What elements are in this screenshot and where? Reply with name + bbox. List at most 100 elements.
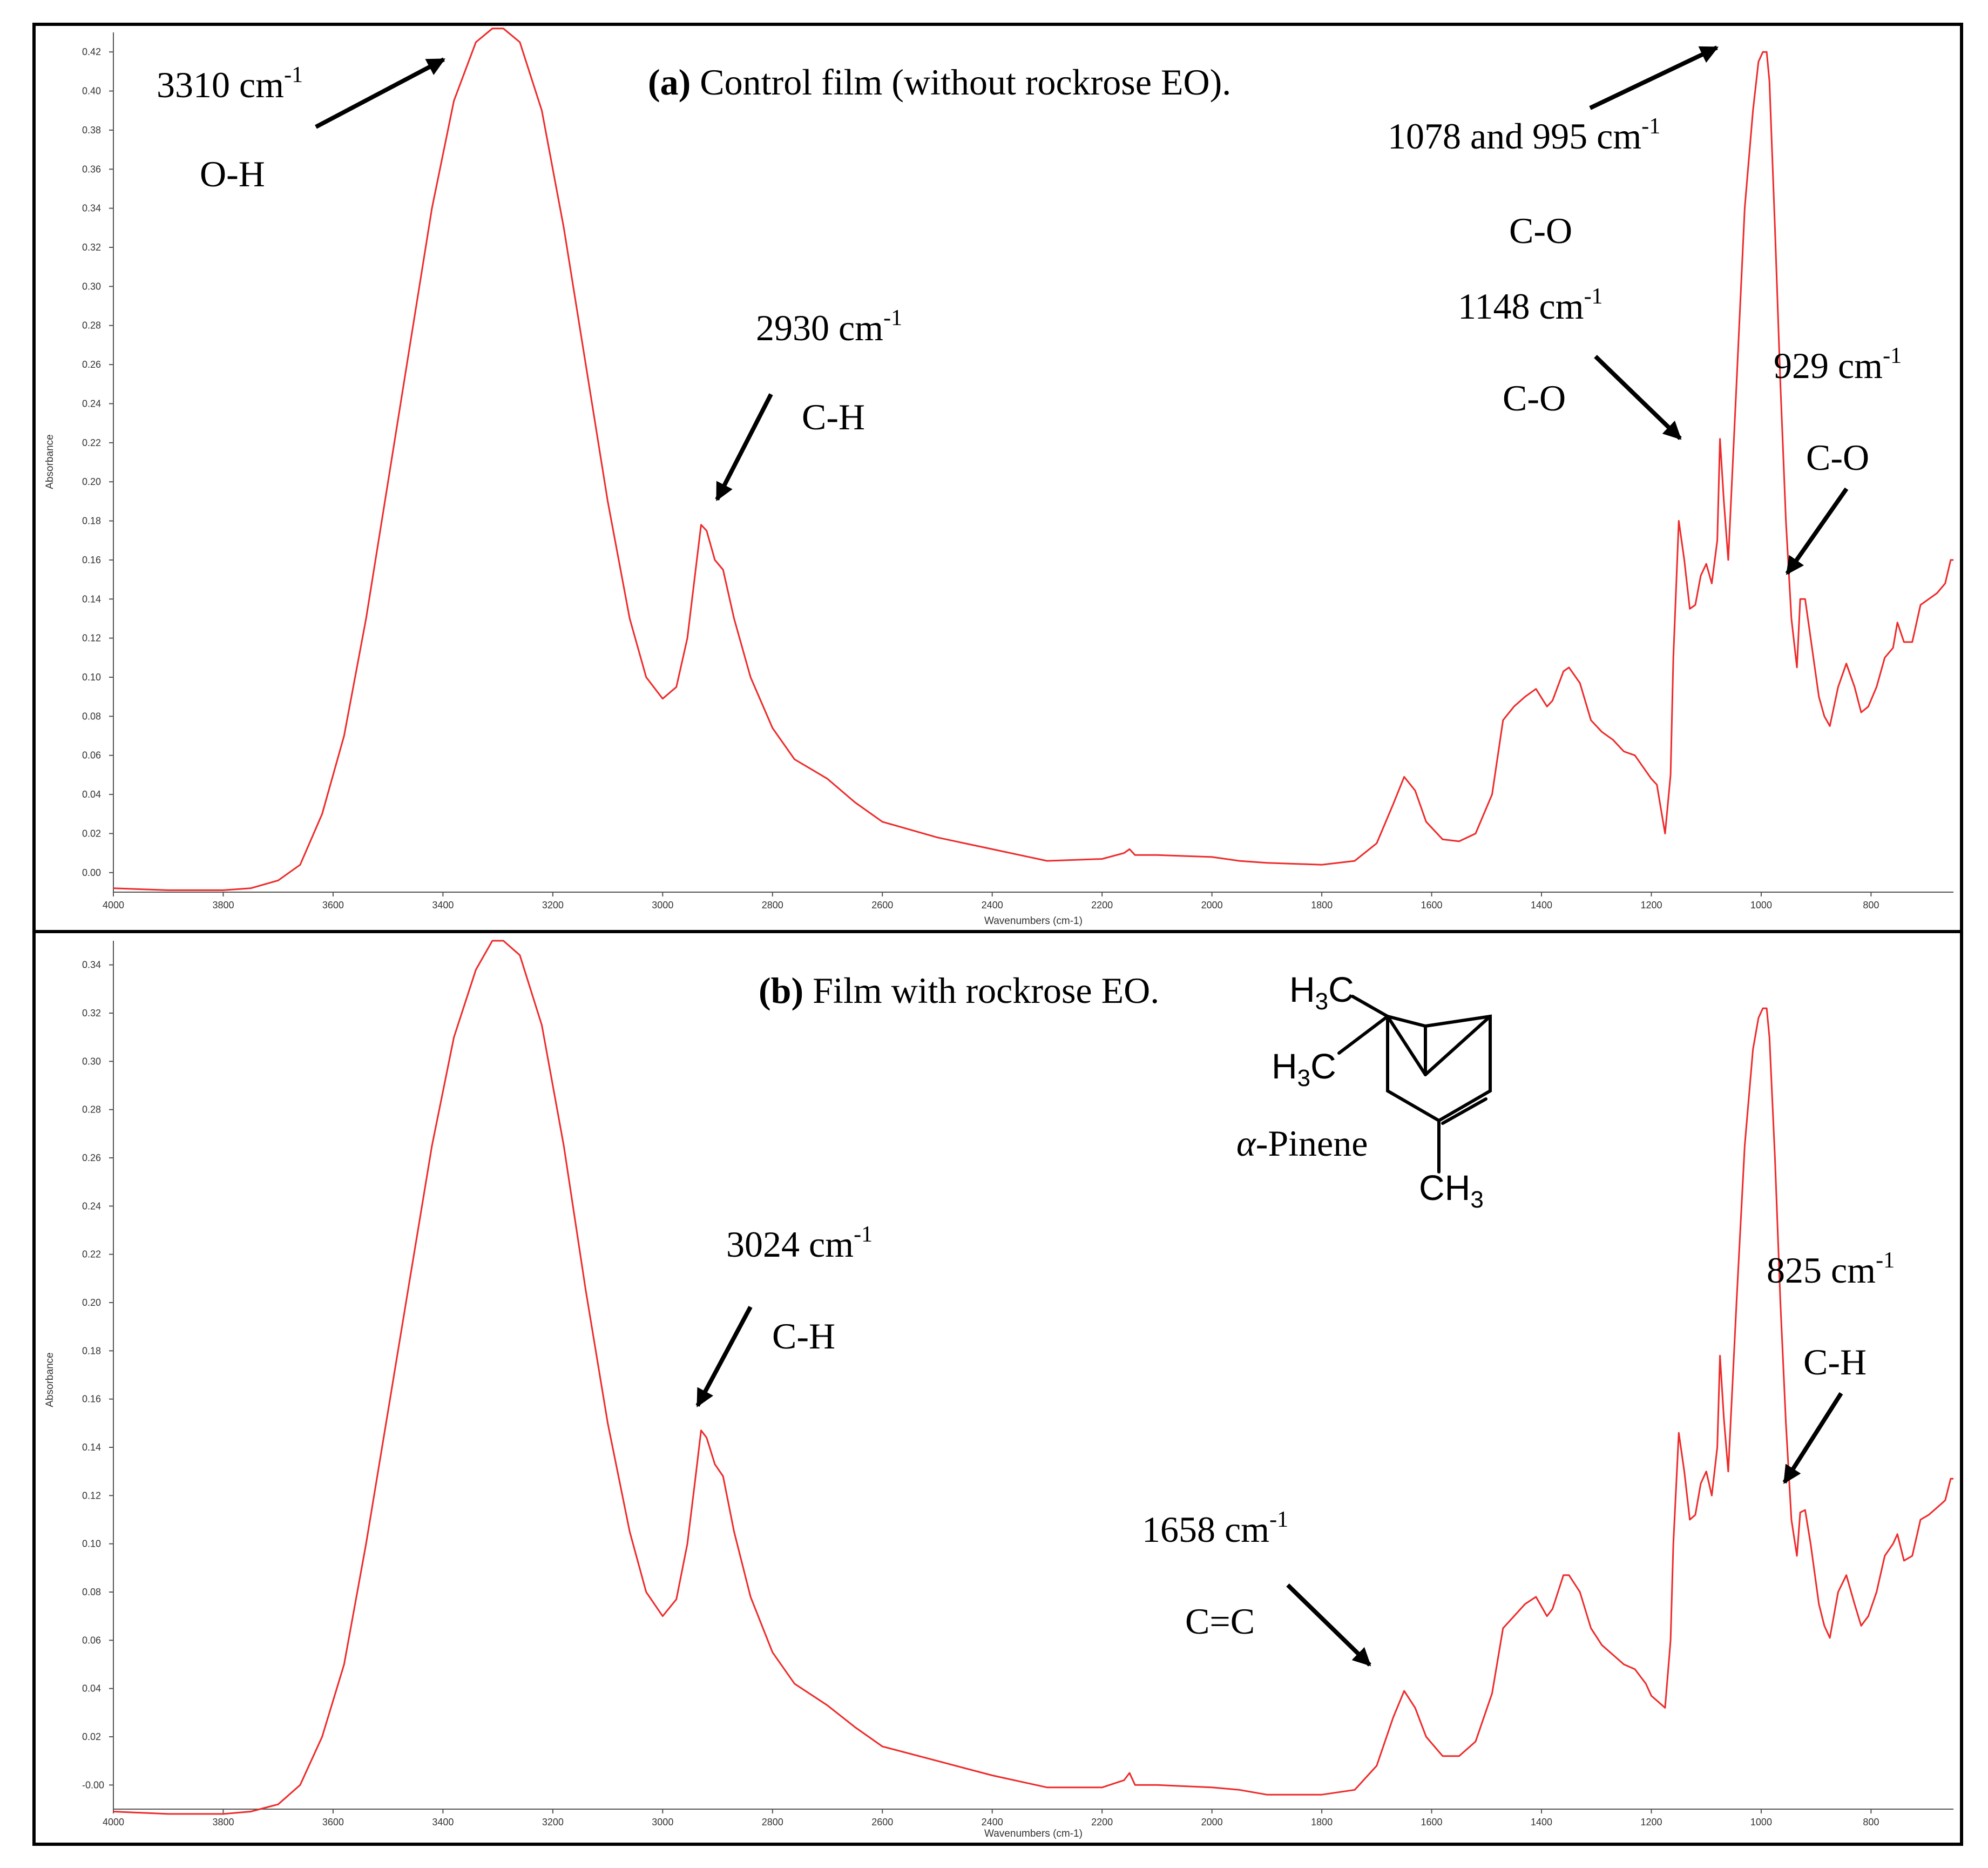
y-tick-label: 0.32 [82,242,101,253]
x-tick-label: 3600 [322,900,344,911]
annotation-cc: C=C [1185,1601,1255,1642]
x-tick-label: 1600 [1421,1817,1443,1827]
annotation-co-1: C-O [1509,210,1572,251]
arrow-3024 [695,1306,753,1407]
panel-a-title-label: (a) [648,62,691,103]
y-tick-label: 0.42 [82,46,101,57]
alpha-pinene-group-3: CH3 [1419,1168,1484,1213]
x-tick-label: 2400 [982,900,1003,911]
annotation-1658: 1658 cm-1 [1142,1507,1288,1550]
y-tick-label: 0.14 [82,594,101,604]
x-tick-label: 3000 [652,900,673,911]
x-tick-label: 800 [1863,1817,1879,1827]
y-tick-label: 0.06 [82,750,101,761]
annotation-3024: 3024 cm-1 [726,1222,873,1265]
annotation-3310: 3310 cm-1 [157,63,303,105]
panel-b-x-ticks: 4000 3800 3600 3400 3200 3000 2800 2600 2400 2200… [103,1809,1879,1827]
y-tick-label: 0.06 [82,1635,101,1646]
y-tick-label: 0.20 [82,476,101,487]
y-tick-label: 0.00 [82,867,101,878]
y-tick-label: 0.24 [82,1201,101,1211]
x-tick-label: 1200 [1640,1817,1662,1827]
panel-b-frame [32,930,1963,1846]
x-tick-label: 1800 [1311,900,1333,911]
x-tick-label: 4000 [103,1817,124,1827]
x-tick-label: 3600 [322,1817,344,1827]
y-tick-label: 0.02 [82,1731,101,1742]
annotation-1078-995: 1078 and 995 cm-1 [1388,114,1660,157]
x-tick-label: 1400 [1531,900,1552,911]
y-tick-label: 0.28 [82,1104,101,1115]
y-tick-label: 0.22 [82,437,101,448]
annotation-co-2: C-O [1503,377,1566,419]
x-tick-label: 2200 [1091,900,1113,911]
y-tick-label: 0.08 [82,711,101,721]
annotation-2930: 2930 cm-1 [756,306,902,348]
y-tick-label: 0.14 [82,1442,101,1453]
x-tick-label: 4000 [103,900,124,911]
annotation-1148: 1148 cm-1 [1458,284,1603,327]
y-tick-label: 0.20 [82,1297,101,1308]
x-tick-label: 2000 [1201,900,1223,911]
y-tick-label: 0.24 [82,398,101,409]
panel-b-x-axis-label: Wavenumbers (cm-1) [984,1828,1083,1839]
panel-b-title-text: Film with rockrose EO. [803,970,1159,1011]
x-tick-label: 2000 [1201,1817,1223,1827]
x-tick-label: 1800 [1311,1817,1333,1827]
x-tick-label: 2600 [871,900,893,911]
alpha-pinene-structure [1337,995,1492,1174]
y-tick-label: 0.16 [82,555,101,565]
y-tick-label: 0.38 [82,125,101,136]
annotation-ch-b2: C-H [1803,1341,1867,1383]
panel-b-title-label: (b) [759,970,803,1011]
arrow-1148 [1594,355,1682,440]
x-tick-label: 3000 [652,1817,673,1827]
y-tick-label: 0.26 [82,1152,101,1163]
x-tick-label: 3400 [432,1817,454,1827]
x-tick-label: 1600 [1421,900,1443,911]
annotation-ch-a: C-H [802,396,865,437]
panel-a-spectrum-line [113,28,1953,891]
y-tick-label: 0.40 [82,86,101,97]
panel-a-title: (a) Control film (without rockrose EO). [648,62,1231,103]
x-tick-label: 2400 [982,1817,1003,1827]
y-tick-label: 0.30 [82,1056,101,1067]
y-tick-label: 0.18 [82,516,101,527]
y-tick-label: 0.12 [82,1490,101,1501]
arrow-929 [1785,487,1849,575]
y-tick-label: 0.28 [82,320,101,331]
arrow-825 [1782,1392,1843,1484]
panel-a-frame [32,23,1963,933]
arrow-1078-995 [1589,45,1719,110]
y-tick-label: 0.16 [82,1394,101,1405]
panel-b-title: (b) Film with rockrose EO. [759,970,1159,1011]
x-tick-label: 1400 [1531,1817,1552,1827]
y-tick-label: 0.18 [82,1345,101,1356]
annotation-ch-b1: C-H [772,1316,835,1357]
x-tick-label: 3400 [432,900,454,911]
y-tick-label: 0.10 [82,672,101,683]
panel-b: -0.00 0.02 0.04 0.06 0.08 0.10 0.12 0.14 0.16 0.1… [32,930,1963,1846]
panel-a-x-axis-label: Wavenumbers (cm-1) [984,915,1083,927]
x-tick-label: 2600 [871,1817,893,1827]
panel-a-x-ticks: 4000 3800 3600 3400 3200 3000 2800 2600 2400 2200… [103,892,1879,911]
x-tick-label: 3200 [542,1817,564,1827]
panel-b-y-axis-label: Absorbance [44,1352,56,1407]
y-tick-label: 0.02 [82,828,101,839]
y-tick-label: -0.00 [82,1779,104,1790]
x-tick-label: 3800 [212,900,234,911]
annotation-oh: O-H [200,153,265,194]
panel-a-y-ticks: 0.00 0.02 0.04 0.06 0.08 0.10 0.12 0.14 0.16 0.18… [82,46,113,878]
arrow-2930 [715,393,773,501]
x-tick-label: 2800 [762,900,783,911]
x-tick-label: 2200 [1091,1817,1113,1827]
x-tick-label: 1200 [1640,900,1662,911]
y-tick-label: 0.10 [82,1539,101,1549]
y-tick-label: 0.12 [82,633,101,644]
y-tick-label: 0.30 [82,281,101,292]
x-tick-label: 3200 [542,900,564,911]
x-tick-label: 1000 [1750,900,1772,911]
y-tick-label: 0.34 [82,203,101,214]
y-tick-label: 0.26 [82,359,101,370]
